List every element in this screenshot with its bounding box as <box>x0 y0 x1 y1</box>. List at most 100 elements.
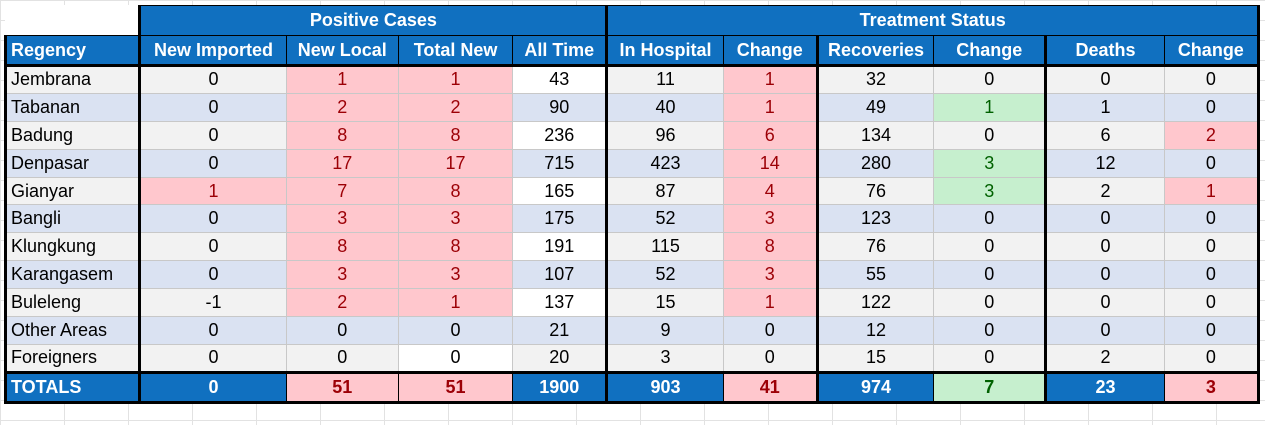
new-imported-cell: 0 <box>138 232 287 262</box>
positive-cases-header: Positive Cases <box>138 5 609 36</box>
deaths-cell: 1 <box>1045 92 1165 122</box>
all-time-cell: 137 <box>512 288 609 318</box>
all-time-cell: 43 <box>512 65 609 94</box>
hospital-change-cell: 8 <box>722 232 819 262</box>
new-imported-cell: 0 <box>138 343 287 373</box>
deaths-change-cell: 2 <box>1163 120 1261 150</box>
recoveries-change-cell: 0 <box>933 316 1048 345</box>
treatment-status-header: Treatment Status <box>606 5 1260 36</box>
all-time-cell: 107 <box>512 260 609 290</box>
table-row: Karangasem 0 3 3 107 52 3 55 0 0 0 <box>3 260 1261 290</box>
deaths-cell: 0 <box>1045 260 1165 290</box>
deaths-change-cell: 0 <box>1163 260 1261 290</box>
total-new-cell: 3 <box>397 260 514 290</box>
hospital-change-cell: 4 <box>722 176 819 206</box>
in-hospital-cell: 3 <box>606 343 724 373</box>
table-row: Bangli 0 3 3 175 52 3 123 0 0 0 <box>3 204 1261 234</box>
new-local-cell: 17 <box>285 148 399 178</box>
new-imported-cell: 0 <box>138 204 287 234</box>
total-hospital-change-cell: 41 <box>722 370 819 404</box>
hospital-change-cell: 1 <box>722 65 819 94</box>
all-time-cell: 165 <box>512 176 609 206</box>
new-imported-cell: 0 <box>138 148 287 178</box>
col-header-total-new: Total New <box>397 35 514 67</box>
new-imported-cell: 0 <box>138 92 287 122</box>
regency-name-cell: Buleleng <box>3 288 141 318</box>
regency-name-cell: Gianyar <box>3 176 141 206</box>
col-header-hospital-change: Change <box>722 35 819 67</box>
totals-label: TOTALS <box>3 370 141 404</box>
new-local-cell: 8 <box>285 120 399 150</box>
hospital-change-cell: 0 <box>722 316 819 345</box>
deaths-cell: 12 <box>1045 148 1165 178</box>
recoveries-cell: 76 <box>816 232 935 262</box>
total-new-cell: 1 <box>397 65 514 94</box>
new-imported-cell: 0 <box>138 120 287 150</box>
recoveries-change-cell: 0 <box>933 120 1048 150</box>
total-all-time-cell: 1900 <box>512 370 609 404</box>
table-row: Jembrana 0 1 1 43 11 1 32 0 0 0 <box>3 65 1261 94</box>
col-header-recoveries-change: Change <box>933 35 1048 67</box>
new-imported-cell: -1 <box>138 288 287 318</box>
total-new-cell: 8 <box>397 232 514 262</box>
col-header-new-imported: New Imported <box>138 35 287 67</box>
deaths-cell: 0 <box>1045 316 1165 345</box>
deaths-cell: 0 <box>1045 288 1165 318</box>
total-recoveries-change-cell: 7 <box>933 370 1048 404</box>
new-imported-cell: 0 <box>138 316 287 345</box>
hospital-change-cell: 3 <box>722 260 819 290</box>
group-header-row: Positive Cases Treatment Status <box>4 5 1260 36</box>
total-new-local-cell: 51 <box>285 370 399 404</box>
total-new-cell: 1 <box>397 288 514 318</box>
deaths-cell: 2 <box>1045 176 1165 206</box>
deaths-change-cell: 0 <box>1163 343 1261 373</box>
table-row: Buleleng -1 2 1 137 15 1 122 0 0 0 <box>3 288 1261 318</box>
total-new-imported-cell: 0 <box>138 370 287 404</box>
deaths-change-cell: 0 <box>1163 316 1261 345</box>
recoveries-change-cell: 1 <box>933 92 1048 122</box>
regency-name-cell: Jembrana <box>3 65 141 94</box>
recoveries-cell: 12 <box>816 316 935 345</box>
new-imported-cell: 0 <box>138 260 287 290</box>
blank-corner-cell <box>4 5 141 36</box>
deaths-cell: 2 <box>1045 343 1165 373</box>
recoveries-change-cell: 3 <box>933 148 1048 178</box>
recoveries-cell: 55 <box>816 260 935 290</box>
all-time-cell: 715 <box>512 148 609 178</box>
new-local-cell: 7 <box>285 176 399 206</box>
recoveries-change-cell: 0 <box>933 65 1048 94</box>
recoveries-change-cell: 0 <box>933 204 1048 234</box>
all-time-cell: 175 <box>512 204 609 234</box>
new-imported-cell: 0 <box>138 65 287 94</box>
deaths-cell: 0 <box>1045 204 1165 234</box>
regency-name-cell: Badung <box>3 120 141 150</box>
new-local-cell: 3 <box>285 260 399 290</box>
in-hospital-cell: 11 <box>606 65 724 94</box>
new-local-cell: 0 <box>285 343 399 373</box>
total-total-new-cell: 51 <box>397 370 514 404</box>
hospital-change-cell: 1 <box>722 92 819 122</box>
deaths-change-cell: 0 <box>1163 288 1261 318</box>
in-hospital-cell: 15 <box>606 288 724 318</box>
in-hospital-cell: 115 <box>606 232 724 262</box>
in-hospital-cell: 52 <box>606 204 724 234</box>
hospital-change-cell: 0 <box>722 343 819 373</box>
recoveries-change-cell: 0 <box>933 288 1048 318</box>
col-header-recoveries: Recoveries <box>816 35 935 67</box>
total-new-cell: 2 <box>397 92 514 122</box>
recoveries-cell: 280 <box>816 148 935 178</box>
all-time-cell: 236 <box>512 120 609 150</box>
table-row: Denpasar 0 17 17 715 423 14 280 3 12 0 <box>3 148 1261 178</box>
regency-name-cell: Klungkung <box>3 232 141 262</box>
deaths-change-cell: 0 <box>1163 92 1261 122</box>
table-row: Foreigners 0 0 0 20 3 0 15 0 2 0 <box>3 343 1261 373</box>
col-header-new-local: New Local <box>285 35 399 67</box>
table-row: Gianyar 1 7 8 165 87 4 76 3 2 1 <box>3 176 1261 206</box>
in-hospital-cell: 87 <box>606 176 724 206</box>
regency-name-cell: Tabanan <box>3 92 141 122</box>
table-row: Tabanan 0 2 2 90 40 1 49 1 1 0 <box>3 92 1261 122</box>
deaths-change-cell: 0 <box>1163 232 1261 262</box>
table-row: Badung 0 8 8 236 96 6 134 0 6 2 <box>3 120 1261 150</box>
recoveries-cell: 15 <box>816 343 935 373</box>
total-new-cell: 0 <box>397 316 514 345</box>
